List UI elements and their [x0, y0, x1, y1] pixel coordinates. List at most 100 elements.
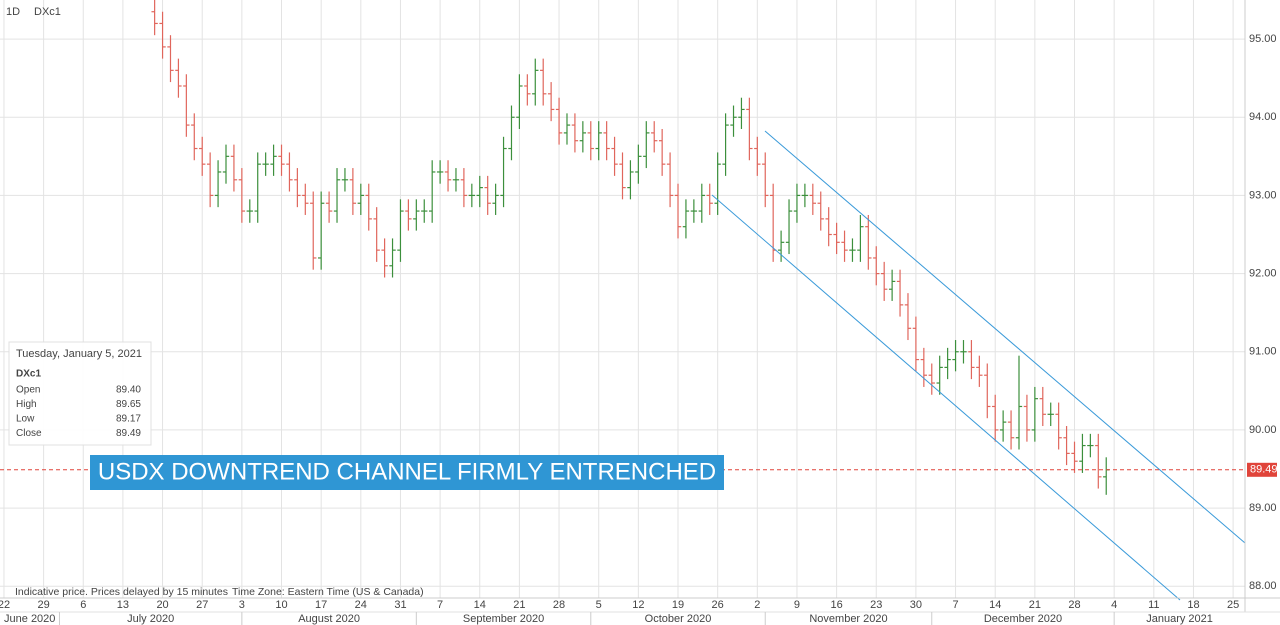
y-tick-label: 93.00: [1249, 189, 1277, 201]
ohlc-bar: [658, 128, 666, 176]
x-tick-label: 3: [239, 599, 245, 611]
annotation-box: [90, 455, 724, 490]
ohlc-bar: [960, 340, 967, 364]
x-tick-label: 29: [37, 599, 49, 611]
x-tick-label: 14: [474, 599, 486, 611]
ohlc-bar: [286, 152, 293, 192]
ohlc-bar: [341, 168, 349, 192]
ohlc-bar: [1023, 394, 1031, 442]
bars: [151, 0, 1110, 495]
ohlc-bar: [999, 410, 1007, 442]
ohlc-bar: [325, 191, 333, 223]
ohlc-bar: [183, 74, 190, 137]
ohlc-bar: [230, 144, 238, 192]
ohlc-bar: [595, 121, 602, 161]
month-label: January 2021: [1146, 613, 1213, 625]
ohlc-bar: [896, 269, 904, 317]
ohlc-bar: [722, 113, 729, 176]
ohlc-bar: [587, 121, 594, 161]
month-label: July 2020: [127, 613, 174, 625]
info-label: High: [16, 399, 37, 410]
ohlc-bar: [214, 160, 222, 208]
y-tick-label: 92.00: [1249, 268, 1277, 280]
x-tick-label: 26: [712, 599, 724, 611]
x-tick-label: 23: [870, 599, 882, 611]
info-value: 89.49: [116, 428, 141, 439]
ohlc-bar: [468, 183, 476, 208]
y-tick-label: 88.00: [1249, 580, 1277, 592]
x-tick-label: 13: [117, 599, 129, 611]
ohlc-bar: [333, 168, 341, 223]
ohlc-bar: [1095, 433, 1102, 489]
x-tick-label: 7: [952, 599, 958, 611]
ohlc-bar: [436, 160, 444, 184]
ohlc-bar: [682, 199, 690, 239]
y-tick-label: 90.00: [1249, 424, 1277, 436]
ohlc-bar: [1015, 355, 1023, 450]
footer-timezone: Time Zone: Eastern Time (US & Canada): [232, 586, 424, 598]
y-tick-label: 91.00: [1249, 346, 1277, 358]
x-tick-label: 12: [632, 599, 644, 611]
ohlc-bar: [405, 199, 412, 231]
x-tick-label: 30: [910, 599, 922, 611]
ohlc-bar: [698, 183, 705, 223]
info-box: Tuesday, January 5, 2021 DXc1 Open 89.40 H…: [8, 341, 152, 446]
ohlc-bar: [421, 199, 428, 223]
ohlc-bar: [349, 168, 357, 215]
ohlc-bar: [1007, 410, 1015, 450]
x-tick-label: 5: [596, 599, 602, 611]
x-tick-label: 24: [355, 599, 367, 611]
ohlc-bar: [865, 214, 872, 270]
y-tick-label: 89.00: [1249, 502, 1277, 514]
ohlc-bar: [175, 58, 182, 98]
channel-upper: [764, 130, 1246, 544]
ohlc-bar: [777, 230, 785, 262]
ohlc-bar: [508, 105, 515, 161]
month-label: September 2020: [463, 613, 544, 625]
ohlc-bar: [690, 199, 698, 223]
ohlc-bar: [389, 238, 396, 278]
ohlc-bar: [857, 214, 864, 262]
ohlc-bar: [873, 246, 880, 286]
ohlc-bar: [801, 183, 809, 208]
ohlc-bar: [984, 363, 991, 419]
ohlc-bar: [817, 191, 824, 231]
x-tick-label: 10: [275, 599, 287, 611]
ohlc-bar: [611, 136, 618, 176]
ohlc-bar: [619, 152, 626, 200]
month-label: November 2020: [809, 613, 887, 625]
ohlc-bar: [928, 363, 935, 395]
ohlc-bar: [1039, 386, 1046, 427]
ohlc-bar: [413, 199, 420, 231]
ohlc-bar: [246, 199, 253, 223]
interval: 1D: [6, 6, 20, 18]
ohlc-bar: [992, 394, 999, 442]
ohlc-bar: [809, 183, 816, 215]
x-tick-label: 19: [672, 599, 684, 611]
ohlc-bar: [381, 238, 388, 278]
ohlc-bar: [762, 152, 769, 208]
ohlc-bar: [912, 316, 920, 372]
ohlc-bar: [159, 11, 166, 59]
info-rows: Open 89.40 High 89.65 Low 89.17 Close 89.49: [16, 385, 141, 440]
ohlc-bar: [785, 199, 793, 255]
ohlc-bar: [1055, 402, 1062, 450]
x-tick-label: 31: [394, 599, 406, 611]
month-label: August 2020: [298, 613, 360, 625]
month-label: December 2020: [984, 613, 1062, 625]
ohlc-bar: [888, 269, 896, 301]
ohlc-bar: [167, 35, 174, 83]
ohlc-bar: [206, 152, 214, 208]
ohlc-bar: [674, 183, 682, 239]
info-label: Low: [16, 414, 35, 425]
ohlc-bar: [579, 121, 587, 153]
ohlc-bar: [516, 74, 523, 129]
x-tick-label: 28: [1068, 599, 1080, 611]
ohlc-bar: [492, 183, 499, 215]
ohlc-bar: [262, 152, 269, 176]
ohlc-bar: [460, 168, 468, 208]
ohlc-bar: [603, 121, 610, 161]
ohlc-bar: [746, 97, 753, 161]
